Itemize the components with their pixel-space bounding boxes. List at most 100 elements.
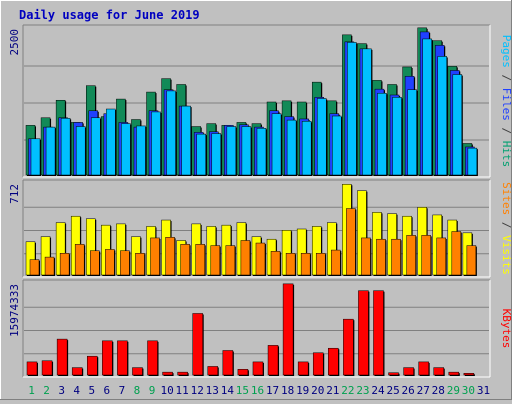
bar-pages-day-14 [226, 126, 237, 176]
bar-pages-day-23 [362, 48, 372, 176]
bar-pages-day-16 [256, 128, 267, 176]
bar-sites-day-6 [105, 249, 115, 276]
bar-kbytes-day-25 [388, 372, 399, 376]
x-tick-label: 13 [206, 384, 219, 397]
bar-pages-day-8 [136, 125, 146, 176]
bar-kbytes-day-17 [267, 345, 279, 376]
bar-pages-day-17 [271, 113, 282, 176]
series-label-part: Pages [500, 35, 512, 68]
x-tick-label: 29 [447, 384, 460, 397]
bar-kbytes-day-18 [282, 283, 294, 376]
bar-pages-day-6 [106, 108, 116, 176]
bar-kbytes-day-3 [56, 338, 68, 376]
x-tick-label: 21 [326, 384, 339, 397]
bar-pages-day-12 [196, 133, 206, 176]
bar-sites-day-2 [44, 256, 55, 276]
bar-pages-day-27 [422, 38, 432, 176]
x-tick-label: 5 [88, 384, 95, 397]
bar-sites-day-18 [285, 253, 296, 276]
bar-sites-day-23 [361, 237, 371, 276]
bar-kbytes-day-8 [132, 367, 143, 376]
bar-kbytes-day-21 [328, 347, 339, 376]
x-tick-label: 4 [73, 384, 80, 397]
bar-sites-day-22 [346, 208, 356, 276]
x-tick-label: 26 [402, 384, 415, 397]
bar-pages-day-25 [392, 97, 402, 176]
bar-kbytes-day-20 [312, 352, 324, 376]
bar-pages-day-1 [30, 138, 41, 176]
bar-kbytes-day-23 [358, 290, 369, 376]
series-label-part: / [500, 68, 512, 88]
panel-visits-sites-ymax-label: 712 [8, 184, 21, 204]
x-tick-label: 8 [134, 384, 141, 397]
bar-kbytes-day-30 [463, 373, 475, 376]
bar-kbytes-day-12 [192, 313, 203, 376]
bar-kbytes-day-22 [343, 318, 354, 376]
x-tick-label: 30 [462, 384, 475, 397]
x-tick-label: 31 [477, 384, 490, 397]
panel-kbytes-ymax-label: 15974333 [8, 284, 21, 337]
bar-sites-day-17 [270, 251, 281, 276]
bar-kbytes-day-16 [252, 361, 264, 376]
bar-sites-day-21 [331, 249, 341, 276]
bar-sites-day-28 [436, 237, 446, 276]
bar-sites-day-25 [391, 238, 401, 276]
x-tick-label: 15 [236, 384, 249, 397]
bar-pages-day-7 [121, 123, 131, 176]
bar-kbytes-day-27 [418, 361, 429, 376]
panel-hits-files-pages-ymax-label: 2500 [8, 29, 21, 56]
x-tick-label: 28 [432, 384, 445, 397]
bar-sites-day-12 [195, 244, 205, 276]
bar-kbytes-day-11 [177, 371, 188, 376]
bar-kbytes-day-1 [26, 361, 38, 376]
x-tick-label: 16 [251, 384, 264, 397]
bar-pages-day-24 [377, 92, 387, 176]
bar-sites-day-10 [165, 237, 175, 276]
bar-pages-day-3 [60, 118, 71, 176]
bar-sites-day-24 [376, 238, 386, 276]
x-tick-label: 27 [417, 384, 430, 397]
panel-hits-files-pages-series-label: Pages / Files / Hits [500, 35, 512, 168]
x-tick-label: 7 [119, 384, 126, 397]
x-tick-label: 10 [160, 384, 173, 397]
bar-sites-day-1 [29, 259, 40, 276]
x-tick-label: 24 [371, 384, 385, 397]
x-tick-label: 19 [296, 384, 309, 397]
bar-pages-day-28 [437, 56, 447, 176]
bar-kbytes-day-13 [207, 366, 219, 376]
bar-pages-day-21 [332, 115, 342, 176]
x-tick-label: 12 [191, 384, 204, 397]
bar-kbytes-day-2 [41, 360, 53, 376]
bar-kbytes-day-9 [147, 340, 158, 376]
bar-kbytes-day-15 [237, 369, 249, 376]
bar-sites-day-7 [120, 250, 130, 276]
bar-kbytes-day-29 [448, 371, 460, 376]
bar-pages-day-18 [286, 119, 297, 176]
chart-title: Daily usage for June 2019 [19, 8, 200, 22]
bar-sites-day-16 [255, 242, 266, 276]
x-tick-label: 3 [58, 384, 65, 397]
panel-kbytes-series-label: KBytes [500, 309, 512, 349]
bar-pages-day-2 [45, 126, 56, 176]
bar-sites-day-11 [180, 244, 190, 276]
x-tick-label: 25 [386, 384, 399, 397]
bar-sites-day-3 [59, 253, 70, 276]
x-tick-label: 1 [28, 384, 35, 397]
bar-kbytes-day-4 [71, 367, 83, 376]
x-tick-label: 23 [356, 384, 369, 397]
bar-sites-day-4 [74, 244, 85, 276]
x-tick-label: 20 [311, 384, 324, 397]
bar-sites-day-27 [421, 235, 431, 276]
panel-kbytes-background [23, 280, 490, 377]
bar-pages-day-15 [241, 126, 252, 176]
series-label-part: Files [500, 88, 512, 121]
bar-sites-day-30 [466, 245, 477, 276]
bar-pages-day-26 [407, 89, 417, 176]
bar-pages-day-20 [316, 98, 327, 176]
bar-kbytes-day-6 [102, 340, 113, 376]
bar-kbytes-day-7 [117, 340, 128, 376]
series-label-part: / [500, 215, 512, 235]
bar-kbytes-day-10 [162, 371, 173, 376]
x-tick-label: 6 [104, 384, 111, 397]
